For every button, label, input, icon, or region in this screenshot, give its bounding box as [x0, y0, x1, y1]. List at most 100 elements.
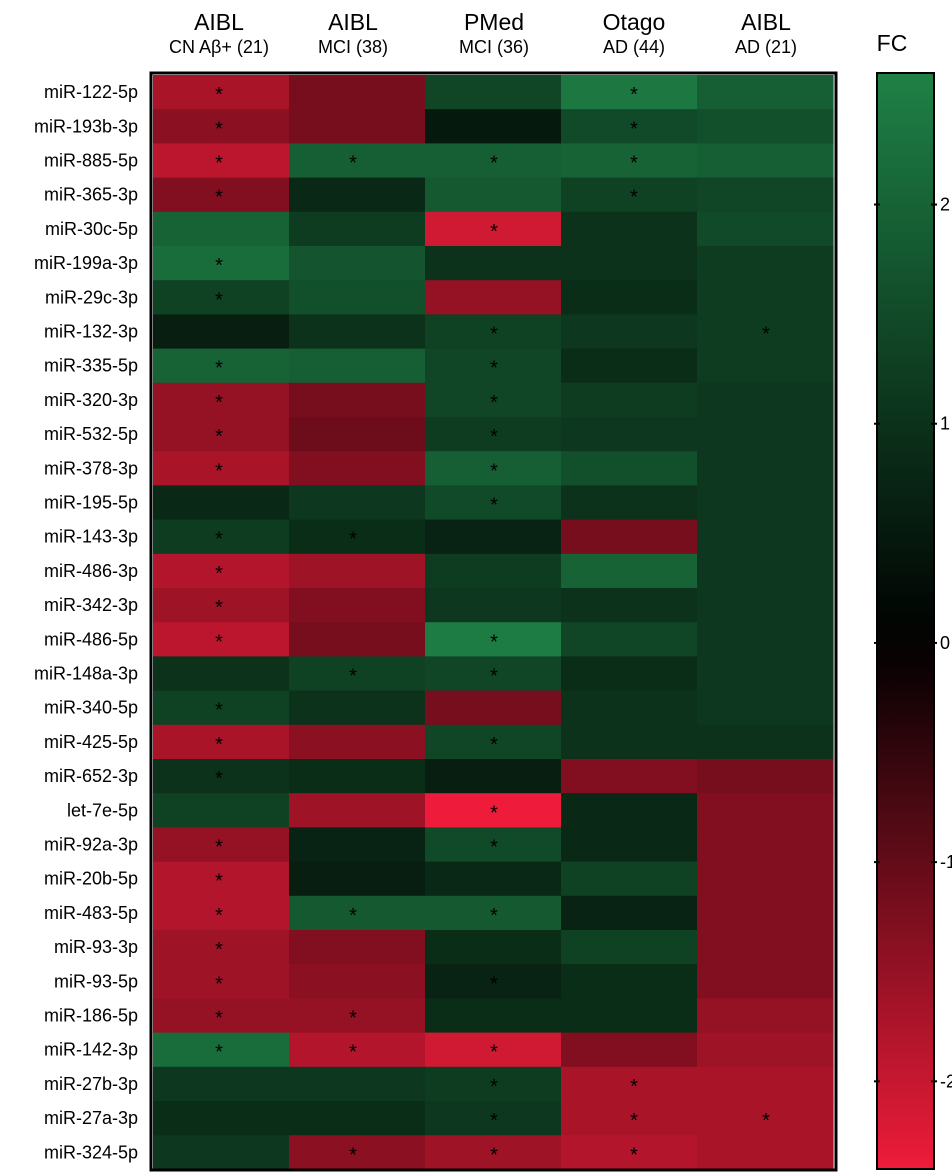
heatmap-cell — [153, 280, 290, 315]
heatmap-cell — [425, 656, 562, 692]
heatmap-cell — [425, 964, 562, 999]
row-label: miR-93-3p — [54, 937, 138, 957]
row-labels: miR-122-5p miR-193b-3p miR-885-5p miR-365-3… — [34, 82, 138, 1162]
significance-star: * — [630, 1144, 638, 1166]
row-label: miR-29c-3p — [45, 287, 138, 307]
significance-star: * — [215, 973, 223, 995]
heatmap-cell — [561, 246, 698, 281]
heatmap-cell — [289, 177, 426, 213]
significance-star: * — [215, 84, 223, 106]
heatmap-cell — [425, 690, 562, 726]
significance-star: * — [215, 905, 223, 927]
significance-star: * — [490, 221, 498, 243]
row-label: miR-486-5p — [44, 629, 138, 649]
heatmap-cell — [697, 246, 834, 281]
heatmap-cell — [425, 382, 562, 418]
heatmap-cell — [425, 1032, 562, 1068]
heatmap-cell — [697, 622, 834, 657]
heatmap-cell — [697, 1101, 834, 1136]
heatmap-cell — [697, 348, 834, 384]
heatmap-cell — [289, 1032, 426, 1068]
significance-star: * — [215, 153, 223, 175]
significance-star: * — [630, 153, 638, 175]
significance-star: * — [490, 495, 498, 517]
heatmap-cell — [697, 930, 834, 965]
heatmap-cell — [561, 895, 698, 931]
heatmap-cell — [561, 861, 698, 897]
heatmap-cell — [697, 553, 834, 589]
heatmap-cell — [697, 1066, 834, 1102]
heatmap-cell — [697, 382, 834, 418]
heatmap-cell — [425, 246, 562, 281]
significance-star: * — [215, 426, 223, 448]
row-label: miR-122-5p — [44, 82, 138, 102]
heatmap-cell — [153, 861, 290, 897]
column-header-line1: AIBL — [194, 9, 244, 35]
significance-star: * — [215, 939, 223, 961]
heatmap-cell — [289, 622, 426, 657]
significance-star: * — [215, 460, 223, 482]
heatmap-cell — [561, 109, 698, 144]
row-label: miR-92a-3p — [44, 835, 138, 855]
heatmap-cell — [425, 1066, 562, 1102]
heatmap-cell — [697, 280, 834, 315]
column-header-line1: AIBL — [328, 9, 378, 35]
heatmap-cell — [697, 827, 834, 863]
heatmap-cell — [425, 211, 562, 247]
heatmap-cell — [561, 382, 698, 418]
significance-star: * — [215, 871, 223, 893]
heatmap-cell — [289, 827, 426, 863]
heatmap-cell — [561, 656, 698, 692]
heatmap-cell — [697, 964, 834, 999]
heatmap-cell — [561, 588, 698, 623]
significance-star: * — [490, 358, 498, 380]
significance-star: * — [630, 1110, 638, 1132]
heatmap-cell — [153, 690, 290, 726]
significance-star: * — [490, 392, 498, 414]
column-header-line2: AD (44) — [603, 37, 665, 57]
significance-star: * — [490, 837, 498, 859]
significance-star: * — [630, 84, 638, 106]
heatmap-cell — [697, 143, 834, 179]
significance-star: * — [490, 324, 498, 346]
heatmap-cell — [561, 1066, 698, 1102]
heatmap-cell — [153, 348, 290, 384]
significance-star: * — [630, 187, 638, 209]
column-header-line1: AIBL — [741, 9, 791, 35]
column-header-line2: MCI (36) — [459, 37, 529, 57]
column-header-line2: AD (21) — [735, 37, 797, 57]
heatmap-cell — [425, 895, 562, 931]
heatmap-cell — [153, 759, 290, 794]
heatmap-cell — [425, 177, 562, 213]
significance-star: * — [215, 1008, 223, 1030]
heatmap-cell — [153, 656, 290, 692]
heatmap-cell — [153, 211, 290, 247]
significance-star: * — [349, 1144, 357, 1166]
heatmap-cell — [289, 690, 426, 726]
heatmap-cell — [697, 519, 834, 555]
row-label: miR-340-5p — [44, 698, 138, 718]
row-label: miR-30c-5p — [45, 219, 138, 239]
heatmap-cell — [697, 759, 834, 794]
significance-star: * — [490, 1144, 498, 1166]
significance-star: * — [490, 802, 498, 824]
heatmap-cell — [153, 246, 290, 281]
heatmap-cell — [153, 622, 290, 657]
significance-star: * — [215, 631, 223, 653]
heatmap-cell — [697, 485, 834, 521]
significance-star: * — [490, 1042, 498, 1064]
row-label: miR-652-3p — [44, 766, 138, 786]
significance-star: * — [490, 426, 498, 448]
heatmap-cell — [425, 622, 562, 657]
significance-star: * — [215, 563, 223, 585]
significance-star: * — [490, 631, 498, 653]
row-label: miR-27b-3p — [44, 1074, 138, 1094]
row-label: let-7e-5p — [67, 800, 138, 820]
heatmap-cell — [153, 553, 290, 589]
heatmap-cell — [425, 998, 562, 1034]
colorbar-tick-label: 0 — [940, 633, 950, 653]
heatmap-cell — [561, 314, 698, 350]
heatmap-cell — [425, 553, 562, 589]
row-label: miR-483-5p — [44, 903, 138, 923]
